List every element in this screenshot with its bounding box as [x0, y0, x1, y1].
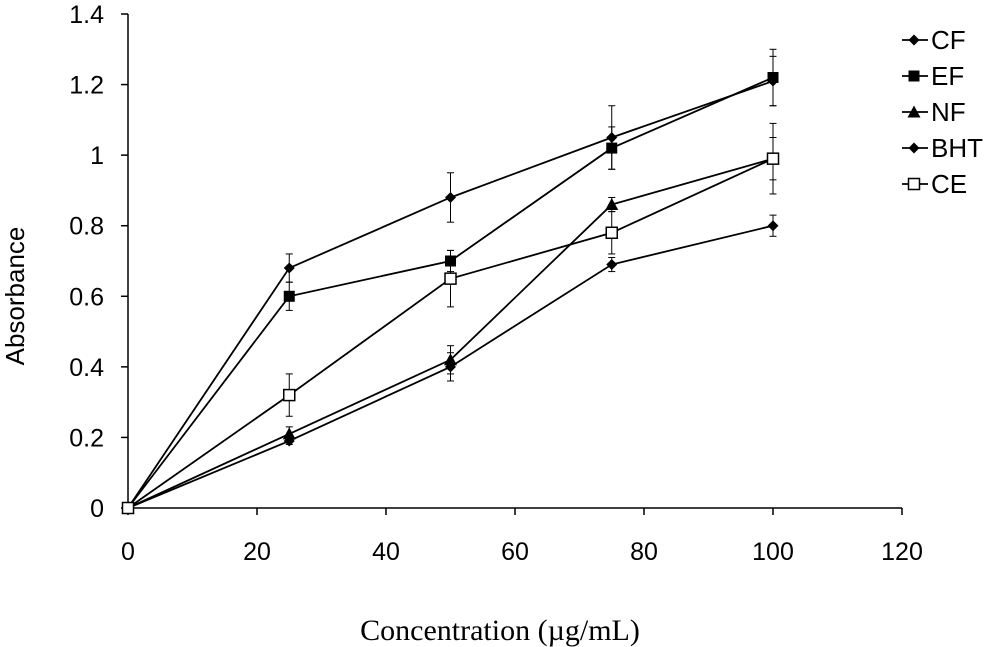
x-tick-label: 80	[630, 538, 658, 566]
series-ce	[121, 122, 780, 515]
y-tick-label: 0.8	[69, 213, 104, 241]
x-tick-label: 60	[501, 538, 529, 566]
legend-item-nf: NF	[902, 97, 966, 127]
x-tick-label: 120	[881, 538, 923, 566]
data-point	[283, 435, 295, 447]
data-point	[606, 142, 618, 154]
legend-marker	[907, 105, 921, 118]
y-tick-label: 0	[90, 495, 104, 523]
x-tick-label: 40	[372, 538, 400, 566]
legend-marker	[908, 34, 920, 46]
legend-marker	[907, 177, 921, 191]
data-point	[605, 198, 619, 211]
y-tick-label: 1.4	[69, 1, 104, 29]
data-point	[121, 501, 135, 515]
legend-label: NF	[931, 97, 966, 127]
legend-label: CE	[931, 169, 967, 199]
data-point	[283, 290, 295, 302]
y-axis-label: Absorbance	[0, 227, 30, 366]
data-point	[766, 152, 780, 165]
data-point	[444, 272, 457, 285]
legend-item-ce: CE	[902, 169, 967, 199]
y-tick-label: 0.4	[69, 354, 104, 382]
data-point	[445, 361, 456, 373]
legend-marker	[908, 142, 920, 154]
y-tick-label: 1.2	[69, 72, 104, 100]
y-tick-label: 0.2	[69, 424, 104, 452]
axes: 0 0.2 0.4 0.6 0.8 1 1.2 1.4 0 20 40 60 80 100 120	[69, 1, 923, 566]
data-point	[282, 427, 296, 440]
data-point	[283, 262, 295, 274]
data-point	[605, 226, 618, 240]
legend-label: BHT	[931, 133, 983, 163]
y-tick-label: 1	[90, 142, 104, 170]
data-point	[606, 259, 618, 271]
x-tick-label: 100	[752, 538, 794, 566]
plot-area	[121, 48, 780, 515]
legend-marker	[908, 70, 920, 82]
legend-label: CF	[931, 25, 966, 55]
x-tick-label: 20	[243, 538, 271, 566]
data-point	[767, 220, 779, 232]
data-point	[767, 72, 779, 84]
legend-item-cf: CF	[902, 25, 966, 55]
data-point	[445, 191, 456, 203]
legend-item-ef: EF	[902, 61, 964, 91]
legend: CF EF NF BHT CE	[902, 25, 983, 199]
y-tick-label: 0.6	[69, 283, 104, 311]
x-axis-label: Concentration (µg/mL)	[360, 614, 640, 647]
legend-label: EF	[931, 61, 964, 91]
data-point	[283, 388, 296, 402]
x-tick-label: 0	[121, 538, 135, 566]
legend-item-bht: BHT	[902, 133, 983, 163]
